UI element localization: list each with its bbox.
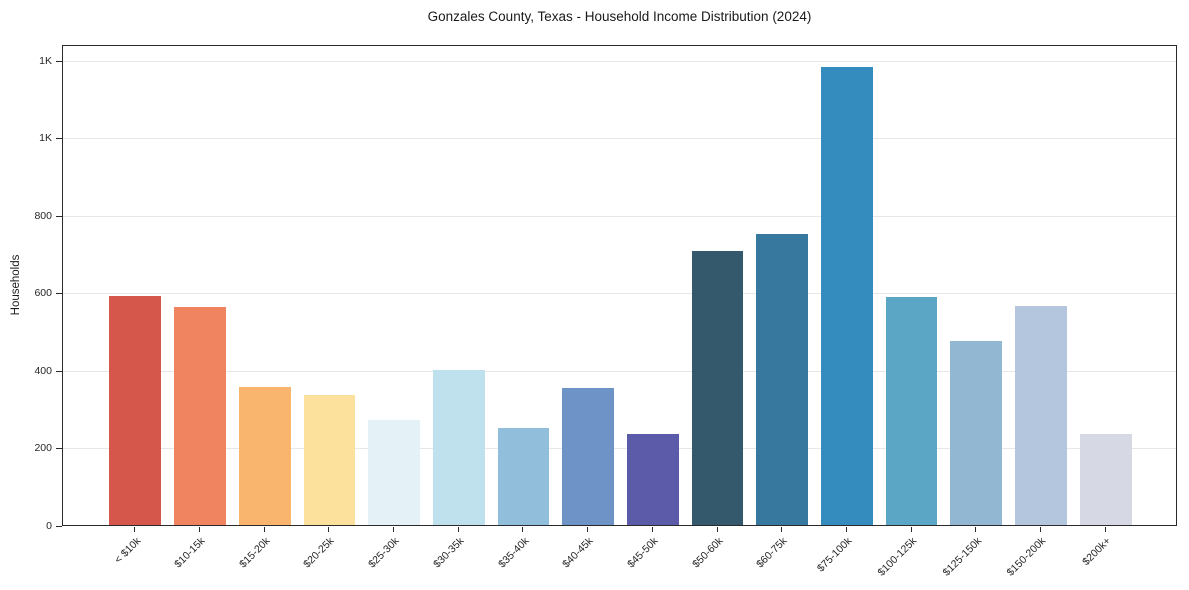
- x-tick: [651, 527, 653, 532]
- x-tick-label: $45-50k: [625, 535, 661, 571]
- x-tick: [975, 527, 977, 532]
- y-tick: [56, 526, 62, 527]
- x-tick: [393, 527, 395, 532]
- bar-50-60k: [691, 251, 744, 525]
- x-tick: [457, 527, 459, 532]
- bar-15-20k: [238, 386, 291, 525]
- x-tick: [587, 527, 589, 532]
- bar-20-25k: [303, 395, 356, 525]
- x-tick-label: $125-150k: [940, 535, 984, 579]
- gridline: [63, 138, 1176, 140]
- gridline: [63, 293, 1176, 295]
- x-tick-label: $15-20k: [236, 535, 273, 571]
- bar-25-30k: [368, 419, 420, 525]
- y-tick: [56, 60, 62, 62]
- bar-100-125k: [885, 296, 938, 525]
- bar-200k: [1079, 433, 1132, 525]
- x-tick: [910, 527, 912, 532]
- y-tick: [56, 138, 62, 140]
- x-tick: [781, 527, 783, 532]
- y-tick-label: 600: [34, 287, 52, 300]
- chart-title: Gonzales County, Texas - Household Incom…: [427, 9, 812, 24]
- y-tick-label: 1K: [39, 54, 52, 67]
- x-tick-label: $100-125k: [875, 535, 920, 579]
- x-tick-label: $75-100k: [814, 535, 855, 575]
- bar-30-35k: [432, 370, 485, 525]
- y-tick-label: 400: [34, 364, 52, 377]
- bar-125-150k: [950, 340, 1003, 525]
- x-tick: [1039, 527, 1041, 532]
- y-tick-label: 0: [46, 520, 52, 532]
- bar-35-40k: [497, 427, 550, 525]
- x-tick-label: $150-200k: [1004, 535, 1049, 579]
- x-tick: [328, 527, 330, 532]
- x-tick: [263, 527, 265, 532]
- x-tick-label: $10-15k: [172, 535, 208, 571]
- y-tick: [56, 370, 62, 372]
- plot-area: [62, 45, 1177, 526]
- x-tick-label: $25-30k: [366, 535, 402, 571]
- x-tick: [134, 527, 136, 532]
- x-tick-label: $60-75k: [754, 535, 790, 571]
- x-tick-label: $35-40k: [495, 535, 531, 571]
- y-axis-label: Households: [10, 254, 22, 316]
- x-tick-label: $40-45k: [560, 535, 596, 571]
- bar-150-200k: [1015, 305, 1067, 525]
- x-tick-label: $20-25k: [301, 535, 337, 571]
- y-tick-label: 200: [34, 442, 52, 455]
- x-tick-label: $200k+: [1080, 535, 1114, 569]
- bar-10k: [109, 296, 162, 525]
- x-tick-label: < $10k: [111, 535, 143, 566]
- y-tick: [56, 448, 62, 450]
- x-tick: [845, 527, 847, 532]
- gridline: [63, 370, 1176, 372]
- bar-60-75k: [756, 234, 809, 525]
- y-tick-label: 1K: [39, 132, 52, 145]
- x-tick: [522, 527, 524, 532]
- x-tick-label: $30-35k: [430, 535, 467, 571]
- gridline: [63, 215, 1176, 217]
- bar-40-45k: [562, 388, 615, 525]
- gridline: [63, 60, 1176, 62]
- y-tick-label: 800: [34, 209, 52, 222]
- bar-10-15k: [174, 306, 226, 525]
- x-tick: [199, 527, 201, 532]
- bar-75-100k: [821, 67, 873, 525]
- bar-45-50k: [626, 434, 679, 525]
- y-tick: [56, 215, 62, 217]
- x-tick: [1104, 527, 1106, 532]
- gridline: [63, 448, 1176, 450]
- y-tick: [56, 293, 62, 295]
- x-tick: [716, 527, 718, 532]
- x-tick-label: $50-60k: [689, 535, 726, 571]
